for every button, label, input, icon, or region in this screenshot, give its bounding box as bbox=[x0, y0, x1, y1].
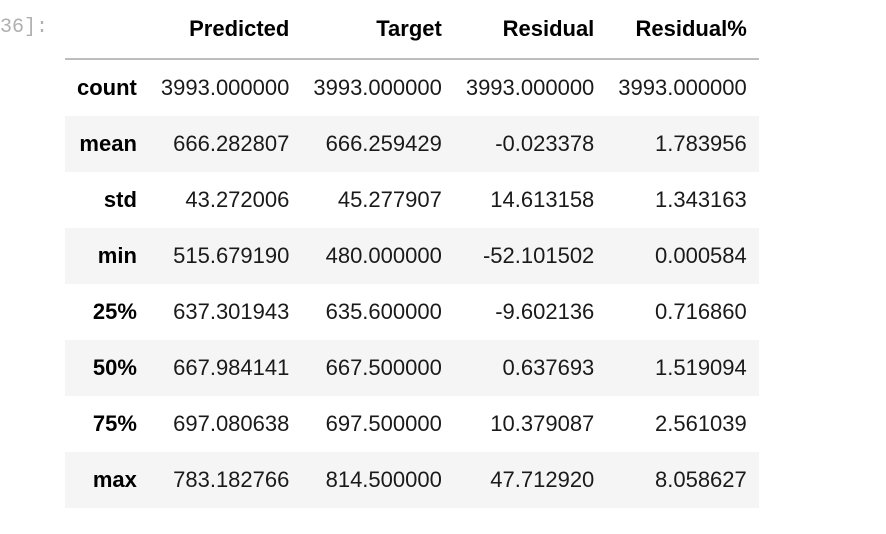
table-cell: 515.679190 bbox=[173, 243, 290, 268]
table-cell: -0.023378 bbox=[495, 131, 595, 156]
table-row: count 3993.000000 3993.000000 3993.00000… bbox=[65, 59, 759, 116]
row-index-label: mean bbox=[79, 131, 137, 156]
table-row: max 783.182766 814.500000 47.712920 8.05… bbox=[65, 452, 759, 508]
table-body: count 3993.000000 3993.000000 3993.00000… bbox=[65, 59, 759, 508]
table-cell: 3993.000000 bbox=[465, 75, 595, 100]
table-row: min 515.679190 480.000000 -52.101502 0.0… bbox=[65, 228, 759, 284]
row-index-label: min bbox=[97, 243, 137, 268]
table-cell: 1.343163 bbox=[655, 187, 747, 212]
table-cell: 666.259429 bbox=[325, 131, 442, 156]
table-cell: 10.379087 bbox=[490, 411, 595, 436]
table-row: mean 666.282807 666.259429 -0.023378 1.7… bbox=[65, 116, 759, 172]
column-header-predicted: Predicted bbox=[148, 0, 302, 60]
table-cell: 480.000000 bbox=[325, 243, 442, 268]
table-cell: 697.080638 bbox=[173, 411, 290, 436]
describe-table: Predicted Target Residual Residual% coun… bbox=[65, 0, 759, 508]
table-cell: 0.637693 bbox=[502, 355, 595, 380]
table-cell: 667.984141 bbox=[173, 355, 290, 380]
row-index-label: 75% bbox=[92, 411, 137, 436]
table-cell: 814.500000 bbox=[325, 467, 442, 492]
row-index-label: max bbox=[92, 467, 137, 492]
table-cell: 47.712920 bbox=[490, 467, 595, 492]
table-cell: 635.600000 bbox=[325, 299, 442, 324]
table-row: 75% 697.080638 697.500000 10.379087 2.56… bbox=[65, 396, 759, 452]
table-row: 50% 667.984141 667.500000 0.637693 1.519… bbox=[65, 340, 759, 396]
table-cell: 14.613158 bbox=[490, 187, 595, 212]
table-cell: 666.282807 bbox=[173, 131, 290, 156]
table-row: 25% 637.301943 635.600000 -9.602136 0.71… bbox=[65, 284, 759, 340]
row-index-label: count bbox=[77, 75, 137, 100]
table-cell: 8.058627 bbox=[655, 467, 747, 492]
table-cell: 0.716860 bbox=[655, 299, 747, 324]
table-cell: 0.000584 bbox=[655, 243, 747, 268]
table-cell: 1.519094 bbox=[655, 355, 747, 380]
table-cell: 783.182766 bbox=[173, 467, 290, 492]
table-cell: 3993.000000 bbox=[160, 75, 290, 100]
table-header: Predicted Target Residual Residual% bbox=[65, 0, 759, 60]
dataframe-output: Predicted Target Residual Residual% coun… bbox=[65, 0, 759, 508]
index-header bbox=[65, 0, 149, 60]
row-index-label: 50% bbox=[92, 355, 137, 380]
row-index-label: std bbox=[103, 187, 137, 212]
table-cell: -9.602136 bbox=[495, 299, 595, 324]
column-header-target: Target bbox=[301, 0, 454, 60]
table-row: std 43.272006 45.277907 14.613158 1.3431… bbox=[65, 172, 759, 228]
header-row: Predicted Target Residual Residual% bbox=[65, 0, 759, 60]
row-index-label: 25% bbox=[92, 299, 137, 324]
column-header-residual: Residual bbox=[453, 0, 607, 60]
table-cell: 2.561039 bbox=[655, 411, 747, 436]
cell-execution-count: 36]: bbox=[0, 16, 49, 39]
table-cell: 43.272006 bbox=[185, 187, 290, 212]
table-cell: 667.500000 bbox=[325, 355, 442, 380]
table-cell: 45.277907 bbox=[337, 187, 442, 212]
table-cell: -52.101502 bbox=[482, 243, 595, 268]
table-cell: 637.301943 bbox=[173, 299, 290, 324]
table-cell: 3993.000000 bbox=[313, 75, 442, 100]
table-cell: 1.783956 bbox=[655, 131, 747, 156]
table-cell: 3993.000000 bbox=[618, 75, 747, 100]
table-cell: 697.500000 bbox=[325, 411, 442, 436]
column-header-residual-pct: Residual% bbox=[606, 0, 759, 60]
